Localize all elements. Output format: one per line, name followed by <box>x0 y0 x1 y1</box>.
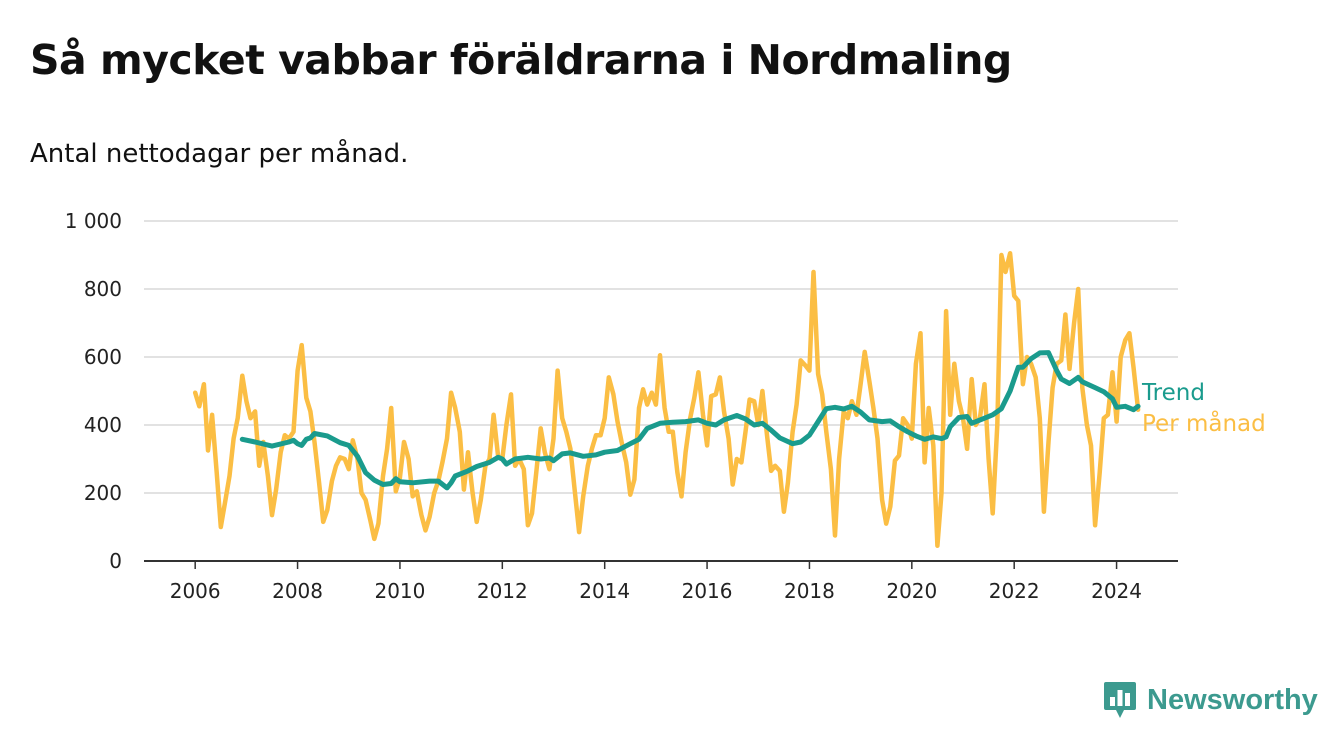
x-tick-label: 2022 <box>989 579 1040 603</box>
chart-subtitle: Antal nettodagar per månad. <box>30 139 409 169</box>
x-tick-label: 2010 <box>374 579 425 603</box>
x-tick-label: 2006 <box>170 579 221 603</box>
series-labels: Per månad Trend <box>1141 380 1266 437</box>
newsworthy-logo-icon <box>1104 682 1136 718</box>
x-tick-label: 2016 <box>682 579 733 603</box>
y-tick-label: 800 <box>84 277 122 301</box>
y-tick-label: 600 <box>84 345 122 369</box>
x-axis-ticks: 2006 2008 2010 2012 2014 2016 2018 2020 2022 2024 <box>170 561 1142 603</box>
x-tick-label: 2024 <box>1091 579 1142 603</box>
brand-logo: Newsworthy <box>1103 680 1318 720</box>
y-tick-label: 0 <box>109 549 122 573</box>
x-tick-label: 2020 <box>886 579 937 603</box>
brand-name: Newsworthy <box>1147 683 1318 716</box>
y-axis-ticks: 0 200 400 600 800 1 000 <box>65 209 122 573</box>
y-tick-label: 200 <box>84 481 122 505</box>
y-tick-label: 400 <box>84 413 122 437</box>
y-tick-label: 1 000 <box>65 209 122 233</box>
chart-title: Så mycket vabbar föräldrarna i Nordmalin… <box>30 36 1012 84</box>
series-label-trend: Trend <box>1141 380 1205 406</box>
series-line-per-manad <box>192 251 1141 548</box>
series-lines <box>192 251 1141 548</box>
series-line-trend <box>239 350 1141 491</box>
x-tick-label: 2008 <box>272 579 323 603</box>
x-tick-label: 2014 <box>579 579 630 603</box>
x-tick-label: 2012 <box>477 579 528 603</box>
series-label-per-manad: Per månad <box>1142 409 1266 437</box>
x-tick-label: 2018 <box>784 579 835 603</box>
